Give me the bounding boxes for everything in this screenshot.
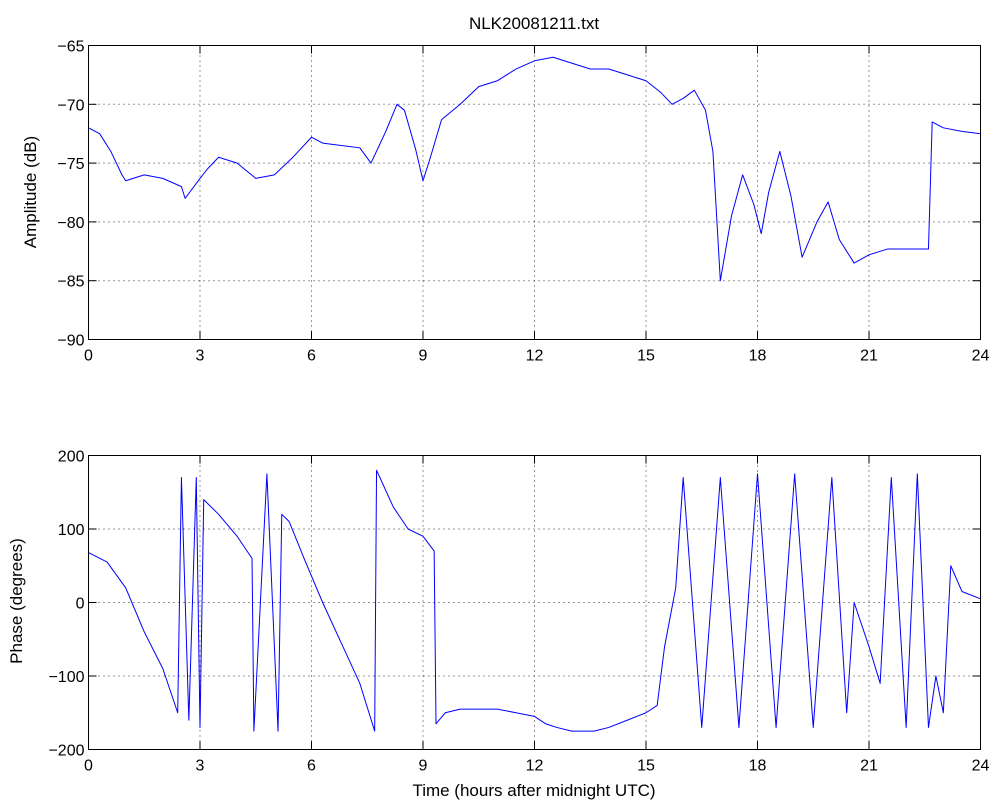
phase-ytick-label: 100 — [58, 522, 85, 539]
phase-ytick-label: 200 — [58, 449, 85, 466]
amplitude-xtick-label: 24 — [972, 348, 990, 365]
amplitude-ticks: 0 3 6 9 12 15 18 21 24 −65 −70 −75 −80 −85 −90 — [57, 39, 989, 365]
amplitude-line — [88, 56, 981, 282]
phase-xlabel: Time (hours after midnight UTC) — [412, 781, 655, 800]
phase-xtick-label: 21 — [860, 758, 878, 775]
amplitude-xtick-label: 15 — [637, 348, 655, 365]
amplitude-series — [88, 56, 981, 282]
amplitude-ytick-label: −70 — [57, 97, 84, 114]
amplitude-xtick-label: 0 — [84, 348, 93, 365]
amplitude-xtick-label: 9 — [419, 348, 428, 365]
amplitude-grid — [88, 45, 981, 340]
amplitude-xtick-label: 3 — [196, 348, 205, 365]
phase-xtick-label: 0 — [84, 758, 93, 775]
phase-line — [88, 469, 981, 732]
amplitude-xtick-label: 18 — [749, 348, 767, 365]
amplitude-xtick-label: 6 — [307, 348, 316, 365]
phase-xtick-label: 3 — [196, 758, 205, 775]
amplitude-axes: NLK20081211.txt 0 3 6 9 12 15 18 21 24 −65 −70 −75 −… — [21, 14, 990, 365]
phase-xtick-label: 24 — [972, 758, 990, 775]
phase-axes: 0 3 6 9 12 15 18 21 24 200 100 0 −100 −200 Phase (deg… — [7, 449, 990, 801]
amplitude-ylabel: Amplitude (dB) — [21, 136, 40, 248]
phase-xtick-label: 9 — [419, 758, 428, 775]
phase-ytick-label: 0 — [76, 596, 85, 613]
phase-xtick-label: 12 — [526, 758, 544, 775]
amplitude-xtick-label: 12 — [526, 348, 544, 365]
phase-xtick-label: 6 — [307, 758, 316, 775]
phase-xtick-label: 18 — [749, 758, 767, 775]
phase-xtick-label: 15 — [637, 758, 655, 775]
amplitude-ytick-label: −65 — [57, 39, 84, 56]
amplitude-ytick-label: −75 — [57, 156, 84, 173]
phase-ytick-label: −100 — [48, 669, 84, 686]
phase-grid — [88, 455, 981, 750]
amplitude-xtick-label: 21 — [860, 348, 878, 365]
phase-series — [88, 469, 981, 732]
chart-title: NLK20081211.txt — [469, 14, 599, 33]
amplitude-ytick-label: −80 — [57, 215, 84, 232]
amplitude-ytick-label: −85 — [57, 274, 84, 291]
phase-ytick-label: −200 — [48, 743, 84, 760]
phase-ticks: 0 3 6 9 12 15 18 21 24 200 100 0 −100 −200 — [48, 449, 989, 775]
phase-ylabel: Phase (degrees) — [7, 538, 26, 664]
amplitude-ytick-label: −90 — [57, 333, 84, 350]
